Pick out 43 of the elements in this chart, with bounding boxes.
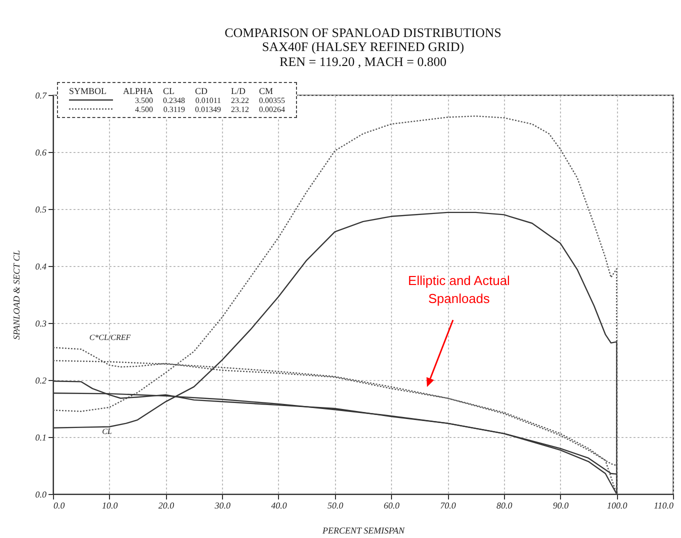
annotation: 23.22 <box>230 96 250 105</box>
y-tick-label: 0.4 <box>35 262 47 272</box>
y-tick-label: 0.3 <box>35 318 47 328</box>
x-tick-label: 60.0 <box>384 500 400 510</box>
y-tick-label: 0.0 <box>35 490 47 500</box>
annotation: 0.00355 <box>258 96 286 105</box>
y-tick-label: 0.6 <box>35 148 47 158</box>
annotation: 0.01011 <box>194 96 222 105</box>
annotation: C*CL/CREF <box>89 333 131 342</box>
annotation: SYMBOL <box>68 86 108 96</box>
y-tick-label: 0.5 <box>35 204 47 214</box>
x-tick-label: 90.0 <box>552 500 570 510</box>
annotation: CL <box>102 427 112 436</box>
annotation: L/D <box>230 86 247 96</box>
x-tick-label: 70.0 <box>440 500 456 510</box>
x-tick-label: 100.0 <box>607 500 628 510</box>
annotation: 0.00264 <box>258 105 286 114</box>
annotation: 0.2348 <box>162 96 186 105</box>
annotation: 0.01349 <box>194 105 222 114</box>
annotation: 23.12 <box>230 105 250 114</box>
annotation: CM <box>258 86 274 96</box>
chart-title: COMPARISON OF SPANLOAD DISTRIBUTIONS <box>224 25 502 40</box>
annotation: 3.500 <box>134 96 154 105</box>
x-tick-label: 50.0 <box>327 500 344 510</box>
y-tick-label: 0.2 <box>35 376 47 386</box>
x-tick-label: 110.0 <box>654 500 674 510</box>
x-tick-label: 10.0 <box>102 500 118 510</box>
y-tick-label: 0.7 <box>35 90 47 100</box>
x-tick-label: 40.0 <box>271 500 288 510</box>
annotation: 0.3119 <box>162 105 186 114</box>
x-axis-title: PERCENT SEMISPAN <box>322 526 406 536</box>
annotation: CL <box>162 86 176 96</box>
chart-subtitle: SAX40F (HALSEY REFINED GRID) REN = 119.20 , MACH = 0.800 <box>262 39 464 69</box>
x-tick-label: 0.0 <box>54 500 66 510</box>
x-tick-label: 20.0 <box>158 500 175 510</box>
annotation: 4.500 <box>134 105 154 114</box>
annotation: ALPHA <box>122 86 154 96</box>
annotation: Elliptic and Actual Spanloads <box>408 273 510 306</box>
annotation: CD <box>194 86 209 96</box>
x-tick-label: 80.0 <box>496 500 513 510</box>
x-tick-label: 30.0 <box>214 500 231 510</box>
y-axis-title: SPANLOAD & SECT CL <box>11 250 22 340</box>
y-tick-label: 0.1 <box>35 432 46 442</box>
